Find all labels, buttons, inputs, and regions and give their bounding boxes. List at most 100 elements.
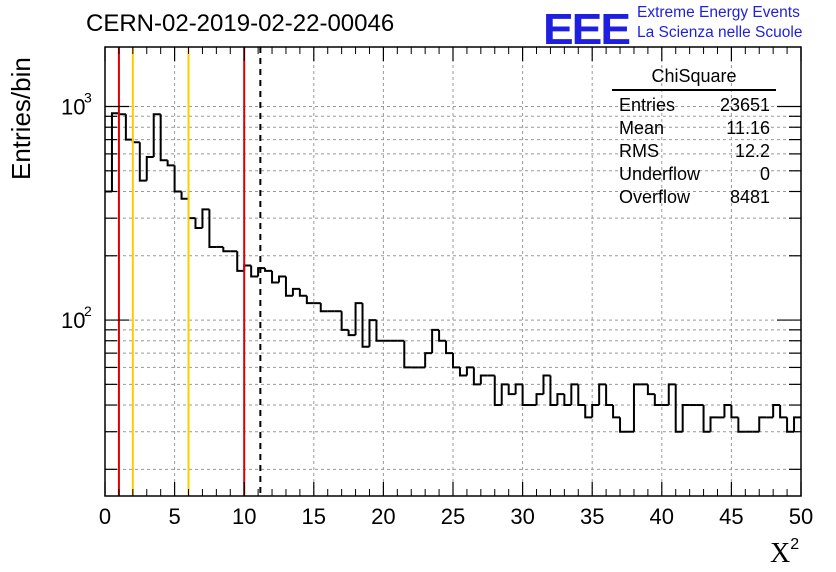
histogram-bin <box>319 303 328 313</box>
histogram-bin <box>138 142 147 182</box>
histogram-bin <box>452 353 460 369</box>
histogram-bin <box>271 270 279 284</box>
histogram-bin <box>667 383 676 406</box>
histogram-bin <box>598 383 607 406</box>
histogram-bin <box>236 251 245 272</box>
stats-label: Entries <box>619 95 676 115</box>
histogram-bin <box>737 417 746 433</box>
histogram-bin <box>424 352 433 368</box>
project-name-line2: La Scienza nelle Scuole <box>637 24 803 41</box>
stats-box-title: ChiSquare <box>612 66 776 91</box>
stats-value: 11.16 <box>726 118 770 138</box>
project-name: Extreme Energy Events La Scienza nelle S… <box>637 3 802 43</box>
histogram-bin <box>298 288 307 297</box>
histogram-series <box>105 112 801 433</box>
histogram-bin <box>375 320 384 342</box>
histogram-bin <box>619 417 627 433</box>
stats-box: ChiSquare Entries 23651 Mean 11.16 RMS 12.2… <box>612 66 777 209</box>
histogram-bin <box>145 156 154 181</box>
x-tick-label: 0 <box>99 504 111 529</box>
histogram-bin <box>556 393 565 406</box>
y-axis-label: Entries/bin <box>6 57 36 180</box>
histogram-bin <box>793 416 801 432</box>
histogram-bin <box>612 405 621 419</box>
histogram-bin <box>632 383 641 432</box>
stats-row-entries: Entries 23651 <box>612 94 777 117</box>
histogram-bin <box>570 383 579 406</box>
histogram-bin <box>368 319 377 347</box>
histogram-bin <box>278 275 286 283</box>
x-tick-label: 35 <box>580 504 604 529</box>
histogram-bin <box>180 191 189 200</box>
x-axis-label-exponent: 2 <box>790 536 800 553</box>
cut-lines <box>117 47 262 496</box>
histogram-bin <box>243 264 252 271</box>
histogram-bin <box>772 404 781 418</box>
histogram-bin <box>584 405 593 419</box>
stats-row-overflow: Overflow 8481 <box>612 186 777 209</box>
histogram-bin <box>709 416 718 432</box>
x-tick-label: 5 <box>168 504 180 529</box>
histogram-bin <box>493 375 502 407</box>
histogram-bin <box>500 383 509 406</box>
x-tick-label: 50 <box>789 504 813 529</box>
histogram-bin <box>173 165 182 193</box>
histogram-bin <box>563 394 572 407</box>
histogram-bin <box>124 114 133 141</box>
histogram-bin <box>257 267 266 277</box>
stats-label: Mean <box>619 118 665 138</box>
histogram-bin <box>458 367 467 377</box>
project-name-line1: Extreme Energy Events <box>637 4 800 21</box>
histogram-bin <box>646 384 655 396</box>
histogram-bin <box>479 374 488 385</box>
histogram-bin <box>465 366 474 376</box>
histogram-bin <box>653 394 662 407</box>
histogram-bin <box>730 405 739 419</box>
x-tick-label: 40 <box>650 504 674 529</box>
y-tick-label-exponent: 2 <box>84 303 92 319</box>
chart-title: CERN-02-2019-02-22-00046 <box>86 10 395 37</box>
stats-label: RMS <box>619 141 659 161</box>
histogram-bin <box>535 393 544 406</box>
stats-row-rms: RMS 12.2 <box>612 140 777 163</box>
histogram-bin <box>542 374 551 395</box>
y-tick-label-exponent: 3 <box>84 90 92 106</box>
histogram-bin <box>521 384 530 407</box>
x-axis-label: X2 <box>770 536 800 570</box>
histogram-bin <box>208 209 217 248</box>
histogram-bin <box>291 287 300 296</box>
histogram-bin <box>264 268 273 272</box>
x-tick-label: 20 <box>371 504 395 529</box>
histogram-bin <box>438 329 447 342</box>
x-tick-label: 45 <box>719 504 743 529</box>
stats-label: Underflow <box>619 164 701 184</box>
histogram-bin <box>354 302 363 336</box>
histogram-bin <box>201 208 210 228</box>
histogram-bin <box>250 265 259 278</box>
histogram-bin <box>549 375 558 407</box>
histogram-bin <box>702 405 711 433</box>
histogram-bin <box>117 113 126 116</box>
eee-logo: EEE <box>543 4 631 54</box>
histogram-bin <box>110 112 119 192</box>
histogram-bin <box>723 404 732 418</box>
histogram-bin <box>284 276 293 297</box>
stats-value: 23651 <box>719 95 770 115</box>
histogram-bin <box>159 114 168 162</box>
histogram-bin <box>222 246 231 253</box>
histogram-bin <box>194 218 203 229</box>
histogram-bin <box>674 384 683 433</box>
x-tick-label: 30 <box>510 504 534 529</box>
histogram-bin <box>347 329 356 337</box>
histogram-bin <box>403 340 412 369</box>
histogram-bin <box>166 160 175 167</box>
histogram-bin <box>779 405 788 419</box>
y-tick-label: 10 <box>61 308 85 333</box>
stats-label: Overflow <box>619 187 691 207</box>
histogram-bin <box>681 404 690 432</box>
histogram-bin <box>472 367 481 386</box>
stats-row-underflow: Underflow 0 <box>612 163 777 186</box>
histogram-bin <box>187 198 196 220</box>
